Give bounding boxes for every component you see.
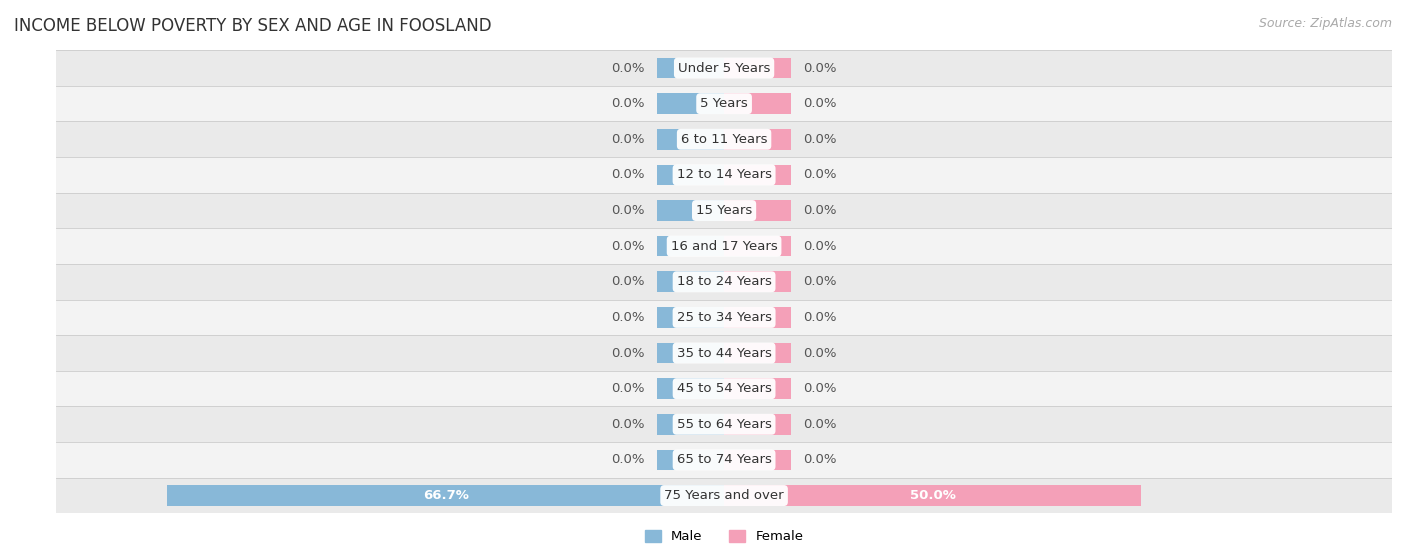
Text: Under 5 Years: Under 5 Years (678, 61, 770, 75)
Text: 0.0%: 0.0% (612, 133, 645, 146)
Text: 0.0%: 0.0% (612, 169, 645, 181)
Bar (724, 343, 790, 363)
Text: 0.0%: 0.0% (803, 347, 837, 359)
Text: 0.0%: 0.0% (803, 275, 837, 288)
Text: 5 Years: 5 Years (700, 97, 748, 110)
Bar (56, 193, 1392, 228)
Bar (724, 93, 790, 114)
Text: 55 to 64 Years: 55 to 64 Years (676, 418, 772, 431)
Text: 50.0%: 50.0% (910, 489, 956, 502)
Text: 65 to 74 Years: 65 to 74 Years (676, 454, 772, 466)
Bar (56, 264, 1392, 300)
Bar (724, 378, 790, 399)
Bar (56, 335, 1392, 371)
Text: 0.0%: 0.0% (803, 133, 837, 146)
Bar (724, 165, 790, 185)
Text: 75 Years and over: 75 Years and over (664, 489, 785, 502)
Bar (724, 57, 790, 78)
Bar (56, 442, 1392, 478)
Bar (658, 414, 724, 435)
Bar (724, 236, 790, 257)
Text: 0.0%: 0.0% (803, 169, 837, 181)
Text: 0.0%: 0.0% (803, 97, 837, 110)
Bar (724, 414, 790, 435)
Text: 0.0%: 0.0% (612, 311, 645, 324)
Text: 66.7%: 66.7% (423, 489, 468, 502)
Bar (56, 300, 1392, 335)
Bar (658, 200, 724, 221)
Text: 18 to 24 Years: 18 to 24 Years (676, 275, 772, 288)
Text: 0.0%: 0.0% (803, 61, 837, 75)
Text: 15 Years: 15 Years (696, 204, 752, 217)
Text: 12 to 14 Years: 12 to 14 Years (676, 169, 772, 181)
Bar (724, 450, 790, 470)
Bar (658, 343, 724, 363)
Bar (724, 129, 790, 150)
Bar (56, 157, 1392, 193)
Text: 0.0%: 0.0% (612, 275, 645, 288)
Text: 0.0%: 0.0% (612, 61, 645, 75)
Bar (724, 200, 790, 221)
Text: INCOME BELOW POVERTY BY SEX AND AGE IN FOOSLAND: INCOME BELOW POVERTY BY SEX AND AGE IN F… (14, 17, 492, 35)
Bar (56, 122, 1392, 157)
Bar (56, 406, 1392, 442)
Bar (658, 307, 724, 328)
Text: 0.0%: 0.0% (803, 240, 837, 253)
Text: 0.0%: 0.0% (612, 454, 645, 466)
Text: 25 to 34 Years: 25 to 34 Years (676, 311, 772, 324)
Bar (658, 129, 724, 150)
Text: 0.0%: 0.0% (803, 311, 837, 324)
Bar (658, 57, 724, 78)
Bar (658, 378, 724, 399)
Text: 0.0%: 0.0% (803, 418, 837, 431)
Bar (658, 165, 724, 185)
Text: 0.0%: 0.0% (612, 97, 645, 110)
Bar (658, 271, 724, 292)
Bar (658, 236, 724, 257)
Text: 45 to 54 Years: 45 to 54 Years (676, 382, 772, 395)
Bar (56, 50, 1392, 86)
Text: 0.0%: 0.0% (612, 204, 645, 217)
Text: 0.0%: 0.0% (612, 382, 645, 395)
Text: 0.0%: 0.0% (803, 382, 837, 395)
Bar (658, 93, 724, 114)
Text: 35 to 44 Years: 35 to 44 Years (676, 347, 772, 359)
Bar (56, 371, 1392, 406)
Text: 0.0%: 0.0% (612, 240, 645, 253)
Legend: Male, Female: Male, Female (640, 525, 808, 549)
Text: 6 to 11 Years: 6 to 11 Years (681, 133, 768, 146)
Bar (56, 228, 1392, 264)
Text: 16 and 17 Years: 16 and 17 Years (671, 240, 778, 253)
Text: Source: ZipAtlas.com: Source: ZipAtlas.com (1258, 17, 1392, 30)
Bar (724, 307, 790, 328)
Bar (724, 271, 790, 292)
Bar (167, 485, 724, 506)
Text: 0.0%: 0.0% (803, 204, 837, 217)
Bar (724, 485, 1142, 506)
Bar (658, 450, 724, 470)
Text: 0.0%: 0.0% (803, 454, 837, 466)
Bar (56, 86, 1392, 122)
Text: 0.0%: 0.0% (612, 418, 645, 431)
Bar (56, 478, 1392, 513)
Text: 0.0%: 0.0% (612, 347, 645, 359)
